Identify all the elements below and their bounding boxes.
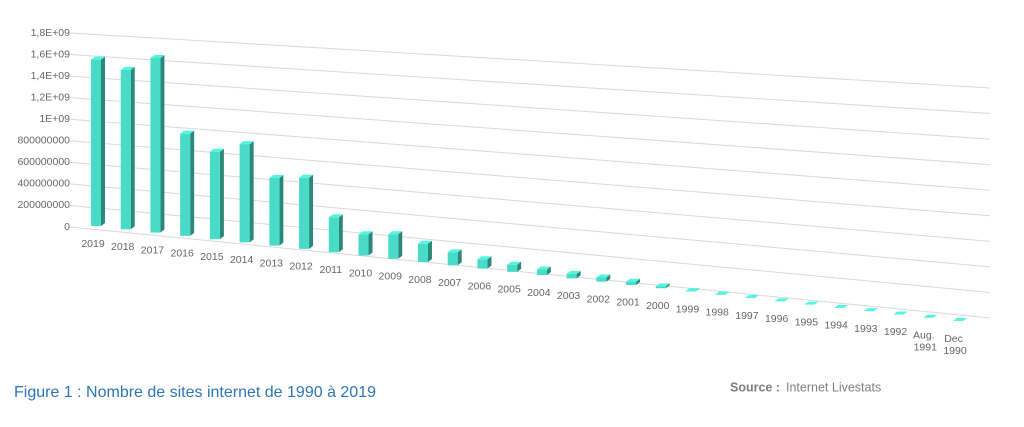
x-tick-label: 1993: [854, 323, 878, 335]
x-tick-label: 1992: [884, 326, 908, 338]
bar: [567, 274, 577, 279]
bar: [626, 282, 636, 285]
y-tick-label: 1,2E+09: [31, 91, 71, 103]
grid-line: [70, 227, 990, 318]
y-tick-label: 800000000: [17, 135, 70, 147]
y-tick-label: 0: [64, 221, 70, 233]
bar-side: [190, 131, 194, 236]
x-tick-label: 2012: [289, 261, 313, 273]
bar: [299, 178, 309, 249]
bar-side: [160, 55, 164, 233]
bar-top: [834, 305, 848, 308]
x-tick-label: 1998: [706, 307, 730, 319]
bar-side: [339, 214, 343, 252]
bar: [507, 265, 517, 272]
x-tick-label: 2000: [646, 300, 670, 312]
x-tick-label: 2013: [260, 257, 284, 269]
caption: Figure 1 : Nombre de sites internet de 1…: [14, 384, 376, 401]
bar: [240, 144, 250, 242]
grid-line: [70, 33, 990, 88]
x-tick-label: 2014: [230, 254, 254, 266]
bar: [418, 244, 428, 262]
bar: [150, 58, 160, 233]
grid-line: [70, 55, 990, 114]
x-tick-label: 2005: [497, 284, 521, 296]
x-tick-label: 2006: [468, 280, 492, 292]
bar: [596, 277, 606, 281]
x-tick-label: 2003: [557, 290, 581, 302]
y-tick-label: 1,8E+09: [31, 27, 71, 39]
bar: [269, 178, 279, 246]
bar-top: [923, 315, 937, 318]
bar-side: [309, 175, 313, 249]
x-tick-label: 2019: [81, 238, 105, 250]
x-tick-label: 2016: [170, 248, 194, 260]
bar-side: [101, 57, 105, 226]
y-tick-label: 400000000: [17, 178, 70, 190]
bar-side: [220, 149, 224, 239]
x-tick-label: 2008: [408, 274, 432, 286]
y-tick-label: 200000000: [17, 199, 70, 211]
bar: [91, 60, 101, 226]
bar-top: [804, 302, 818, 305]
x-tick-label: 1995: [795, 316, 819, 328]
x-tick-label: 2017: [141, 244, 165, 256]
bar-top: [894, 311, 908, 314]
x-tick-label: 2018: [111, 241, 135, 253]
bar-top: [953, 318, 967, 321]
y-tick-label: 1E+09: [39, 113, 70, 125]
bar: [656, 286, 666, 288]
grid-line: [70, 162, 990, 241]
bar-side: [131, 67, 135, 229]
bar: [210, 152, 220, 239]
x-tick-label: 2011: [319, 264, 342, 276]
bar: [388, 234, 398, 259]
bar: [121, 70, 131, 229]
bar: [180, 134, 190, 236]
bar-top: [685, 288, 699, 291]
x-tick-label: Dec 1990: [943, 333, 967, 357]
source-label: Source :: [730, 380, 780, 394]
bar: [359, 234, 369, 255]
bar: [537, 270, 547, 276]
bar-top: [745, 295, 759, 298]
bar-side: [369, 231, 373, 255]
bar-top: [864, 308, 878, 311]
x-tick-label: 1997: [735, 310, 759, 322]
grid-line: [70, 205, 990, 292]
x-tick-label: 2004: [527, 287, 551, 299]
bar: [477, 259, 487, 268]
x-tick-label: 2002: [587, 293, 611, 305]
bar: [329, 217, 339, 252]
x-tick-label: 2007: [438, 277, 462, 289]
y-tick-label: 1,6E+09: [31, 48, 71, 60]
x-tick-label: 1999: [676, 303, 700, 315]
bar-side: [398, 231, 402, 259]
x-tick-label: 1994: [824, 320, 848, 332]
y-tick-label: 1,4E+09: [31, 70, 71, 82]
x-tick-label: Aug. 1991: [913, 330, 938, 354]
x-tick-label: 2010: [349, 267, 373, 279]
grid-line: [70, 141, 990, 216]
x-tick-label: 2001: [616, 297, 640, 309]
bar-side: [279, 175, 283, 246]
bar: [448, 252, 458, 265]
bar-top: [775, 298, 789, 301]
x-tick-label: 2009: [379, 271, 403, 283]
y-tick-label: 600000000: [17, 156, 70, 168]
bar-side: [250, 141, 254, 242]
bar-top: [715, 292, 729, 295]
x-tick-label: 2015: [200, 251, 224, 263]
bar-side: [428, 241, 432, 262]
source: Internet Livestats: [786, 380, 881, 394]
x-tick-label: 1996: [765, 313, 789, 325]
